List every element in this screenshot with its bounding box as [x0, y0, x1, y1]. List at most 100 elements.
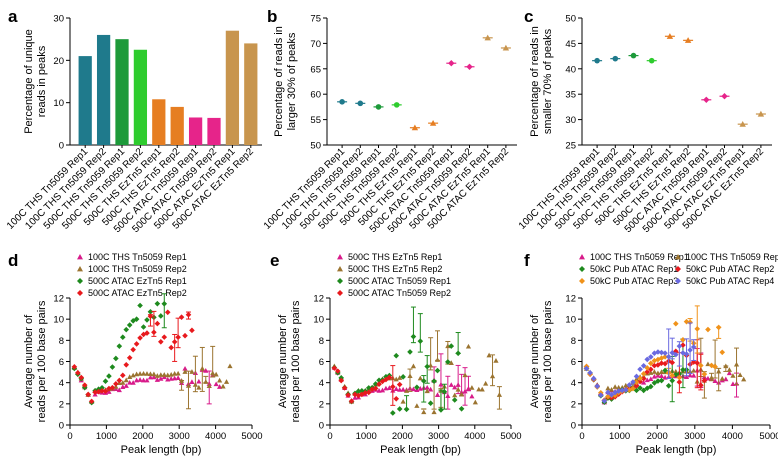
y-tick-label: 60: [310, 90, 321, 101]
data-point: [623, 382, 629, 388]
data-point: [648, 376, 654, 382]
legend-label: 500C ATAC EzTn5 Rep2: [88, 288, 187, 298]
data-point: [594, 383, 601, 390]
data-point: [213, 371, 219, 377]
data-point: [130, 372, 136, 378]
panel-d: d 0 2 4 6 8 10 12 0 1000 2000 3000 4000 5000 Peak leng…: [8, 251, 263, 456]
data-point: [598, 392, 604, 398]
x-axis-label: Peak length (bp): [121, 444, 202, 456]
data-point: [144, 377, 150, 383]
data-point: [730, 373, 736, 378]
data-point: [130, 380, 136, 385]
data-point: [137, 371, 143, 376]
data-point: [594, 57, 600, 64]
bar: [188, 117, 203, 145]
data-point: [448, 343, 455, 349]
x-tick-label: 4000: [464, 431, 485, 442]
data-point: [396, 406, 403, 412]
series-1: [71, 345, 233, 410]
data-point: [383, 373, 389, 380]
legend-marker: [579, 266, 585, 272]
x-tick-label: 0: [579, 431, 584, 442]
data-point: [648, 57, 655, 64]
series-0: [71, 364, 223, 405]
data-point: [147, 374, 154, 380]
data-point: [658, 373, 665, 379]
y-tick-label: 50: [565, 14, 576, 25]
data-point: [192, 382, 198, 387]
data-point: [137, 335, 143, 341]
data-point: [630, 52, 637, 59]
data-point: [372, 385, 379, 392]
data-point: [403, 406, 410, 413]
data-point: [484, 34, 491, 41]
legend-label: 500C ATAC EzTn5 Rep1: [88, 276, 187, 286]
data-point: [644, 369, 651, 375]
data-point: [687, 319, 693, 326]
data-point: [640, 362, 647, 369]
data-point: [185, 383, 192, 388]
data-point: [673, 351, 679, 358]
y-tick-label: 0: [319, 421, 324, 432]
data-point: [680, 366, 686, 373]
x-axis-label: Peak length (bp): [636, 444, 717, 456]
y-axis-label-line1: Percentage of unique: [23, 29, 35, 134]
legend-label: 50kC Pub ATAC Rep4: [686, 276, 774, 286]
series-5: [583, 322, 697, 404]
data-point: [448, 360, 454, 365]
y-tick-label: 2: [571, 399, 576, 410]
x-tick-label: 5000: [241, 431, 262, 442]
data-point: [455, 386, 461, 392]
data-point: [417, 375, 423, 381]
data-point: [673, 348, 679, 355]
data-point: [140, 324, 147, 330]
data-point: [605, 389, 611, 396]
data-point: [466, 63, 473, 70]
y-tick-label: 12: [313, 294, 324, 305]
legend-marker: [675, 254, 681, 260]
data-point: [137, 302, 143, 309]
data-point: [341, 385, 348, 391]
y-tick-label: 25: [565, 141, 576, 152]
bar: [170, 106, 184, 145]
panel-letter: e: [270, 251, 279, 270]
data-point: [393, 395, 400, 402]
data-point: [393, 376, 399, 382]
data-point: [154, 320, 161, 327]
data-point: [386, 385, 392, 390]
data-point: [673, 368, 679, 374]
data-point: [483, 380, 489, 386]
data-point: [448, 382, 454, 387]
data-point: [182, 332, 188, 339]
data-point: [400, 374, 406, 380]
data-point: [119, 372, 126, 379]
data-point: [469, 385, 475, 390]
data-point: [71, 364, 78, 370]
x-axis-label: Peak length (bp): [380, 444, 461, 456]
data-point: [383, 376, 389, 383]
panel-b: b 50 55 60 65 70 75 Percentage of reads in large…: [262, 7, 517, 235]
y-tick-label: 8: [319, 336, 324, 347]
data-point: [175, 370, 181, 376]
data-point: [410, 333, 417, 340]
data-point: [161, 300, 168, 307]
data-point: [445, 343, 451, 349]
data-point: [175, 375, 181, 380]
y-tick-label: 70: [310, 39, 321, 50]
legend-marker: [579, 254, 585, 260]
y-tick-label: 30: [565, 115, 576, 126]
data-point: [113, 381, 119, 387]
data-point: [502, 44, 510, 51]
bar: [78, 56, 92, 145]
data-point: [352, 395, 358, 400]
data-point: [687, 372, 693, 378]
bar: [133, 49, 148, 145]
data-point: [691, 372, 697, 378]
data-point: [612, 55, 619, 62]
data-point: [452, 392, 458, 398]
x-tick-label: 2000: [392, 431, 413, 442]
data-point: [99, 384, 105, 391]
data-point: [476, 386, 482, 392]
data-point: [113, 355, 119, 362]
data-point: [154, 300, 161, 307]
